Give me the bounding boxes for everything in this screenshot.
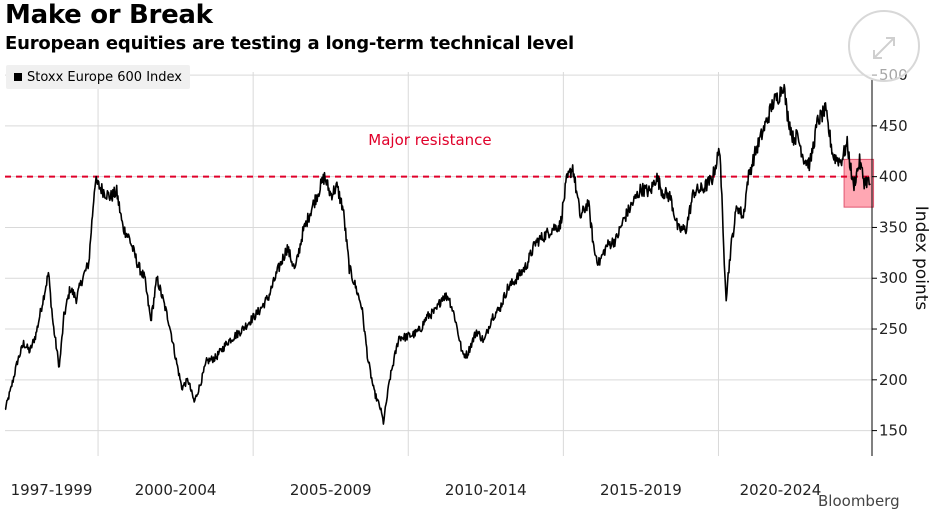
resistance-layer: Major resistance: [5, 131, 872, 178]
x-tick-label-1: 2000-2004: [135, 481, 217, 499]
y-tick-label-150: 150: [879, 422, 908, 440]
y-tick-label-400: 400: [879, 168, 908, 186]
x-tick-label-4: 2015-2019: [600, 481, 682, 499]
axis-layer: 1502002503003504004505001997-19992000-20…: [11, 66, 908, 499]
y-tick-label-450: 450: [879, 117, 908, 135]
chart-subtitle: European equities are testing a long-ter…: [5, 33, 574, 54]
expand-icon: [873, 37, 895, 59]
series-layer: [4, 83, 871, 425]
y-tick-label-300: 300: [879, 269, 908, 287]
chart-title: Make or Break: [5, 0, 213, 30]
x-tick-label-0: 1997-1999: [11, 481, 93, 499]
y-tick-label-200: 200: [879, 371, 908, 389]
y-tick-label-250: 250: [879, 320, 908, 338]
y-tick-label-350: 350: [879, 218, 908, 236]
grid-lines: [5, 72, 872, 456]
resistance-label: Major resistance: [368, 131, 491, 149]
expand-button[interactable]: [848, 10, 920, 82]
y-axis-label: Index points: [911, 206, 931, 311]
legend: Stoxx Europe 600 Index: [6, 65, 191, 89]
bloomberg-watermark: Bloomberg: [818, 492, 900, 510]
x-tick-label-2: 2005-2009: [290, 481, 372, 499]
series-line-stoxx-europe-600: [4, 83, 871, 425]
x-tick-label-5: 2020-2024: [740, 481, 822, 499]
x-tick-label-3: 2010-2014: [445, 481, 527, 499]
legend-label: Stoxx Europe 600 Index: [27, 69, 183, 85]
legend-swatch: [14, 73, 22, 81]
